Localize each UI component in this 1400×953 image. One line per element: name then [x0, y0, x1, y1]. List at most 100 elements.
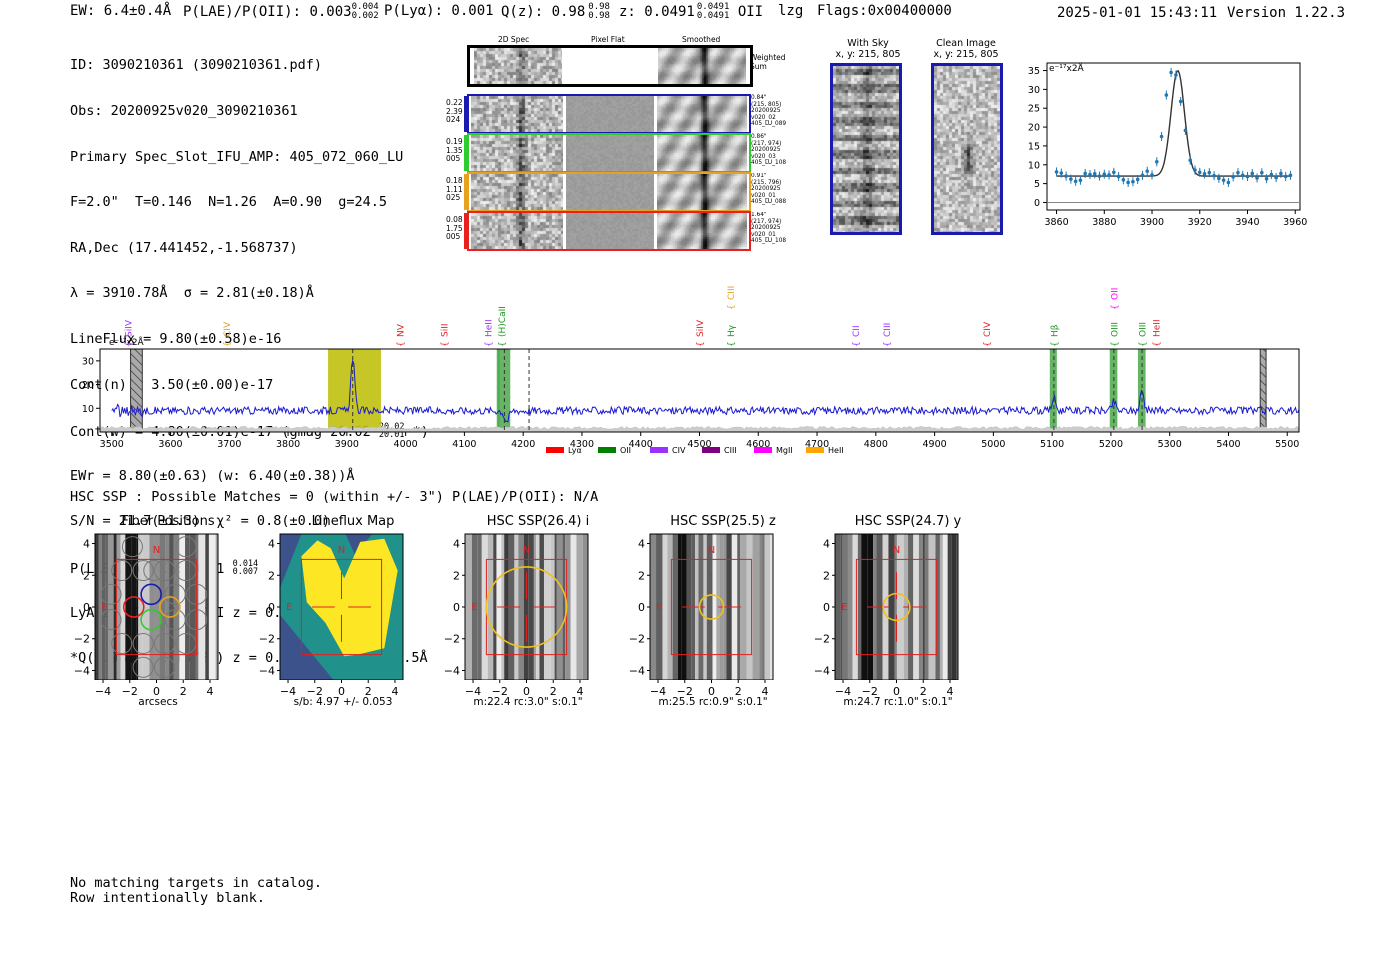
north-label: N [153, 545, 160, 556]
fiber-outline [100, 609, 122, 631]
panel-xaxis-3: −4 −2 0 2 4 [465, 680, 583, 698]
image-stripe [942, 534, 948, 680]
spectrum-line-label: OIII { [1139, 322, 1149, 347]
spectrum-xtick-label: 3800 [276, 439, 300, 450]
spectrum-legend-entry: HeII [806, 446, 844, 455]
svg-text:{: { [484, 341, 494, 347]
with-sky-image [833, 66, 899, 232]
zoom-data-point [1274, 173, 1278, 183]
header-plae-hi: 0.004 [351, 2, 379, 12]
zoom-data-point [1197, 167, 1202, 177]
fiber-outline [164, 583, 186, 605]
row-fiber-info-line: 20200925 [751, 186, 781, 193]
row-weight-value: 0.19 [446, 137, 463, 146]
spectrum-error-fill [99, 425, 1300, 433]
image-stripe [154, 534, 160, 680]
north-label: N [523, 545, 530, 556]
panel-xtick-label: −2 [492, 685, 508, 698]
spectrum-band [1109, 349, 1118, 432]
row-fiber-info-line: 0.84" [751, 95, 767, 101]
row-color-marker [464, 96, 467, 132]
aperture-circle [882, 592, 911, 622]
svg-text:OII: OII [1110, 288, 1120, 300]
search-box [855, 558, 938, 656]
panel-ytick-label: 2 [453, 569, 460, 582]
spectrum-line-label: SiIV { [125, 319, 135, 347]
fiber-outline [132, 559, 154, 582]
fiber-outline [100, 583, 122, 605]
row-fiber-info-line: 20200925 [751, 225, 781, 232]
panel-xtick-label: 0 [708, 685, 715, 698]
image-stripe [169, 534, 174, 680]
image-panel-3: N E −4 −2 0 2 4 [444, 533, 589, 680]
spectrum-band [1049, 349, 1057, 432]
zoom-data-point [1283, 171, 1288, 181]
spectrum-ytick-label: 30 [82, 356, 94, 367]
panel-ytick-label: −4 [814, 664, 830, 677]
fiber-outline [164, 609, 186, 631]
image-stripe [857, 534, 862, 680]
panel-ytick-label: 2 [83, 569, 90, 582]
zoom-data-point [1193, 165, 1197, 175]
panel-xtick-label: −2 [307, 685, 323, 698]
zoom-data-point [1073, 176, 1078, 186]
zoom-data-point [1231, 172, 1235, 182]
zoom-data-point [1240, 170, 1245, 180]
row-weights-4: 0.08 1.75 005 [446, 215, 463, 242]
svg-text:{: { [396, 341, 406, 347]
image-stripe [138, 534, 143, 680]
aperture-circle [122, 596, 145, 618]
cutout-row-1 [467, 94, 751, 134]
header-z-lo: 0.0491 [696, 11, 730, 21]
svg-text:{: { [1110, 341, 1120, 347]
row-fiber-info-line: 405_LU_108 [751, 160, 787, 167]
spectrum-masked-region [130, 348, 143, 433]
spectrum-xtick-label: 3900 [335, 439, 359, 450]
row-weight-value: 025 [446, 193, 461, 202]
image-stripe [142, 534, 150, 680]
weighted-label-1: Weighted [750, 53, 786, 62]
zoom-data-point [1126, 177, 1130, 188]
image-stripe [487, 534, 494, 680]
row-weight-value: 1.11 [446, 184, 463, 194]
header-z-bounds: 0.0491 0.0491 [697, 3, 730, 21]
image-stripe [185, 534, 190, 680]
image-stripe [716, 534, 720, 680]
spectrum-xtick-label: 4200 [511, 439, 535, 450]
panel-caption-2: s/b: 4.97 +/- 0.053 [293, 696, 393, 708]
spectrum-xtick-label: 4500 [687, 439, 711, 450]
image-stripe [465, 534, 472, 680]
spectrum-legend-entry: CIV [650, 446, 686, 455]
panel-title-4: HSC SSP(25.5) z [670, 514, 776, 529]
fiber-outline [143, 559, 165, 582]
spectrum-line-label: SiIV { [696, 319, 706, 347]
image-stripe [173, 534, 180, 680]
zoom-data-point [1064, 171, 1068, 181]
zoom-data-point [1135, 174, 1140, 184]
row-2dspec-image [471, 213, 563, 249]
spectrum-line-label: (H)CaII { [498, 306, 508, 347]
info-primary: Primary Spec_Slot_IFU_AMP: 405_072_060_L… [70, 148, 404, 165]
spectrum-line-label: NV { [396, 323, 406, 347]
panel-ytick-label: 0 [823, 601, 830, 614]
spectrum-line-label: OII { [1110, 288, 1120, 310]
zoom-data-point [1121, 175, 1126, 185]
spectrum-xtick-label: 4700 [805, 439, 829, 450]
panel-ytick-label: −4 [259, 664, 275, 677]
image-stripe [706, 534, 713, 680]
spectrum-xtick-label: 5100 [1040, 439, 1064, 450]
row-weights-2: 0.19 1.35 005 [446, 137, 463, 164]
fiber-outline [153, 559, 176, 582]
spectrum-ytick-label: 10 [82, 404, 94, 415]
info-lambda: λ = 3910.78Å σ = 2.81(±0.18)Å [70, 285, 314, 302]
row-flat-image [566, 135, 654, 171]
image-stripe [951, 534, 957, 680]
row-fiber-info-line: 0.86" [751, 134, 767, 140]
clean-image-xy: x, y: 215, 805 [933, 49, 999, 60]
panel-xaxis-4: −4 −2 0 2 4 [650, 680, 768, 698]
panel-ytick-label: 0 [453, 601, 460, 614]
image-panel-4: N E −4 −2 0 2 4 [629, 533, 774, 680]
svg-text:{: { [223, 341, 233, 347]
svg-text:Lyα: Lyα [568, 446, 582, 455]
image-stripe [125, 534, 132, 680]
